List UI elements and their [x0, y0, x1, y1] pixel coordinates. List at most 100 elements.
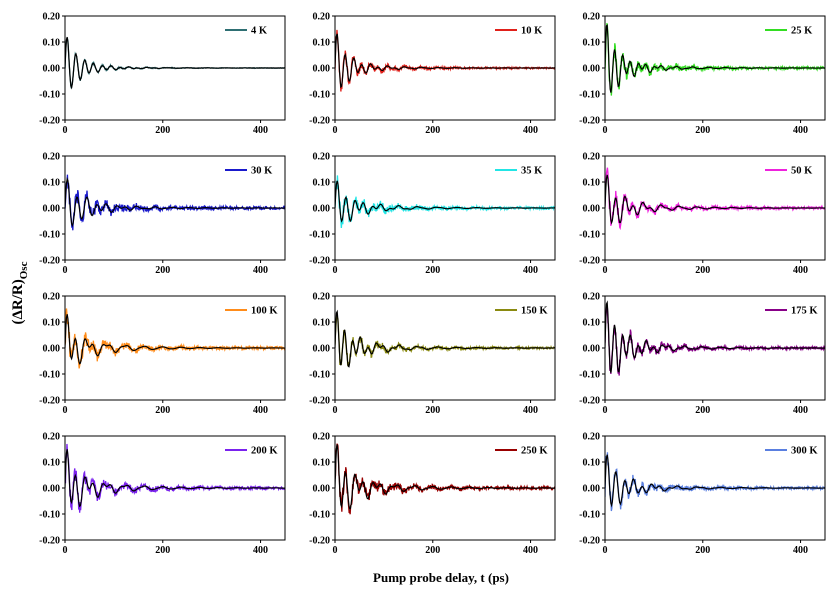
y-tick-label: -0.10	[39, 370, 60, 381]
legend-label: 25 K	[791, 26, 813, 37]
y-tick-label: 0.10	[583, 318, 601, 329]
fit-line-200k	[65, 449, 285, 508]
x-tick-label: 200	[425, 545, 440, 556]
y-tick-label: -0.20	[309, 536, 330, 547]
data-trace-300k	[605, 452, 825, 512]
legend-30k: 30 K	[225, 166, 273, 177]
fit-line-150k	[335, 309, 555, 368]
x-axis-label: Pump probe delay, t (ps)	[373, 570, 509, 585]
y-tick-label: 0.10	[43, 318, 61, 329]
x-tick-label: 400	[523, 405, 538, 416]
x-tick-label: 200	[425, 405, 440, 416]
x-tick-label: 0	[63, 405, 68, 416]
x-tick-label: 400	[253, 125, 268, 136]
x-tick-label: 400	[793, 405, 808, 416]
x-tick-label: 0	[603, 405, 608, 416]
panel-30k: 0.20 0.10 0.00 -0.10 -0.200 200 400 30 K	[39, 152, 286, 276]
x-tick-label: 0	[333, 265, 338, 276]
y-tick-label: 0.20	[43, 432, 61, 443]
legend-label: 250 K	[521, 446, 548, 457]
x-tick-label: 400	[523, 265, 538, 276]
fit-line-100k	[65, 314, 285, 365]
x-tick-label: 400	[253, 265, 268, 276]
y-tick-label: -0.20	[309, 396, 330, 407]
y-tick-label: -0.10	[39, 90, 60, 101]
y-tick-label: 0.00	[313, 344, 331, 355]
legend-label: 150 K	[521, 306, 548, 317]
y-tick-label: 0.00	[583, 204, 601, 215]
x-tick-label: 200	[155, 545, 170, 556]
y-tick-label: -0.20	[579, 256, 600, 267]
y-tick-label: -0.10	[309, 510, 330, 521]
x-tick-label: 400	[793, 545, 808, 556]
data-trace-50k	[605, 167, 825, 231]
x-tick-label: 400	[523, 545, 538, 556]
y-tick-label: 0.20	[583, 12, 601, 23]
x-tick-label: 0	[333, 405, 338, 416]
legend-300k: 300 K	[765, 446, 818, 457]
legend-label: 200 K	[251, 446, 278, 457]
y-tick-label: -0.20	[309, 256, 330, 267]
y-axis-label-base: (ΔR/R)	[10, 279, 26, 324]
panel-250k: 0.20 0.10 0.00 -0.10 -0.200 200 400 250 K	[309, 432, 556, 556]
y-tick-label: -0.10	[39, 230, 60, 241]
x-tick-label: 0	[603, 125, 608, 136]
legend-label: 100 K	[251, 306, 278, 317]
legend-label: 4 K	[251, 26, 268, 37]
y-tick-label: -0.10	[579, 90, 600, 101]
y-tick-label: -0.20	[39, 396, 60, 407]
x-tick-label: 400	[253, 545, 268, 556]
x-tick-label: 400	[253, 405, 268, 416]
x-tick-label: 200	[155, 265, 170, 276]
x-tick-label: 400	[523, 125, 538, 136]
legend-100k: 100 K	[225, 306, 278, 317]
y-tick-label: 0.20	[583, 292, 601, 303]
fit-line-4k	[65, 36, 285, 90]
data-trace-150k	[335, 313, 555, 367]
y-tick-label: 0.10	[313, 458, 331, 469]
x-tick-label: 200	[695, 265, 710, 276]
x-tick-label: 400	[793, 265, 808, 276]
data-trace-35k	[335, 175, 555, 229]
y-tick-label: -0.20	[579, 536, 600, 547]
legend-4k: 4 K	[225, 26, 268, 37]
y-tick-label: -0.10	[309, 90, 330, 101]
x-tick-label: 0	[63, 125, 68, 136]
y-tick-label: 0.00	[313, 484, 331, 495]
y-tick-label: 0.10	[313, 318, 331, 329]
fit-line-35k	[335, 180, 555, 223]
panel-4k: 0.20 0.10 0.00 -0.10 -0.200 200 400 4 K	[39, 12, 286, 136]
legend-150k: 150 K	[495, 306, 548, 317]
y-tick-label: 0.00	[43, 204, 61, 215]
y-tick-label: 0.00	[583, 484, 601, 495]
fit-line-50k	[605, 174, 825, 225]
panel-200k: 0.20 0.10 0.00 -0.10 -0.200 200 400 200 K	[39, 432, 286, 556]
y-tick-label: 0.20	[583, 432, 601, 443]
data-trace-30k	[65, 174, 285, 231]
y-tick-label: 0.10	[583, 38, 601, 49]
fit-line-175k	[605, 300, 825, 373]
y-tick-label: 0.10	[43, 458, 61, 469]
legend-250k: 250 K	[495, 446, 548, 457]
panel-100k: 0.20 0.10 0.00 -0.10 -0.200 200 400 100 K	[39, 292, 286, 416]
y-axis-label-subscript: Osc	[18, 261, 30, 279]
panel-150k: 0.20 0.10 0.00 -0.10 -0.200 200 400 150 K	[309, 292, 556, 416]
y-tick-label: -0.20	[579, 116, 600, 127]
fit-line-300k	[605, 454, 825, 508]
y-tick-label: 0.20	[43, 12, 61, 23]
y-tick-label: 0.20	[43, 292, 61, 303]
x-tick-label: 200	[695, 545, 710, 556]
y-tick-label: 0.10	[583, 178, 601, 189]
fit-line-30k	[65, 176, 285, 228]
y-tick-label: -0.20	[579, 396, 600, 407]
legend-label: 10 K	[521, 26, 543, 37]
y-tick-label: 0.00	[583, 64, 601, 75]
legend-10k: 10 K	[495, 26, 543, 37]
legend-label: 300 K	[791, 446, 818, 457]
y-tick-label: 0.10	[313, 38, 331, 49]
y-tick-label: -0.20	[39, 256, 60, 267]
fit-line-25k	[605, 24, 825, 93]
y-tick-label: 0.10	[313, 178, 331, 189]
y-tick-label: 0.20	[583, 152, 601, 163]
y-tick-label: -0.10	[309, 230, 330, 241]
